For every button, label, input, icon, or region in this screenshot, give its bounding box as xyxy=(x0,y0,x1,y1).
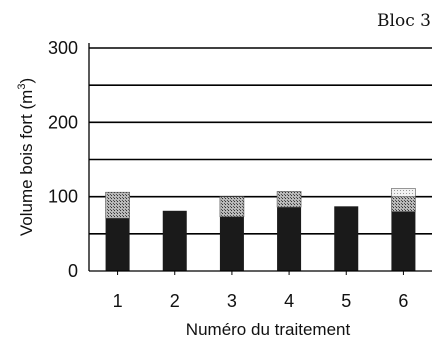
y-tick-label: 300 xyxy=(48,38,78,58)
bar-segment xyxy=(219,216,244,271)
bar-segment xyxy=(334,206,359,271)
bars xyxy=(105,188,416,271)
x-axis-label: Numéro du traitement xyxy=(186,320,351,339)
panel-label: Bloc 3 xyxy=(377,11,431,31)
y-axis-label-close: ) xyxy=(17,78,36,84)
x-tick-label: 4 xyxy=(284,291,294,311)
gridlines xyxy=(89,47,432,235)
x-tick-label: 3 xyxy=(227,291,237,311)
bar-segment xyxy=(391,188,416,197)
bar-segment xyxy=(219,196,245,218)
x-tick-labels: 1 2 3 4 5 6 xyxy=(113,271,408,311)
axes xyxy=(88,43,432,272)
bar-segment xyxy=(277,207,302,271)
y-tick-label: 0 xyxy=(68,261,78,281)
bar-segment xyxy=(391,211,416,271)
bar-segment xyxy=(276,191,302,208)
y-axis-label-superscript: 3 xyxy=(16,84,28,90)
x-tick-label: 6 xyxy=(398,291,408,311)
x-tick-label: 5 xyxy=(341,291,351,311)
x-tick-label: 1 xyxy=(113,291,123,311)
y-tick-labels: 0 100 200 300 xyxy=(48,38,78,281)
bar-segment xyxy=(105,191,130,219)
y-axis-label: Volume bois fort (m3) xyxy=(16,78,36,236)
y-tick-label: 200 xyxy=(48,112,78,132)
y-tick-label: 100 xyxy=(48,187,78,207)
bar-segment xyxy=(105,218,130,271)
x-tick-label: 2 xyxy=(170,291,180,311)
bar-segment xyxy=(391,196,416,212)
bar-segment xyxy=(162,210,187,271)
y-axis-label-text: Volume bois fort (m xyxy=(17,90,36,236)
